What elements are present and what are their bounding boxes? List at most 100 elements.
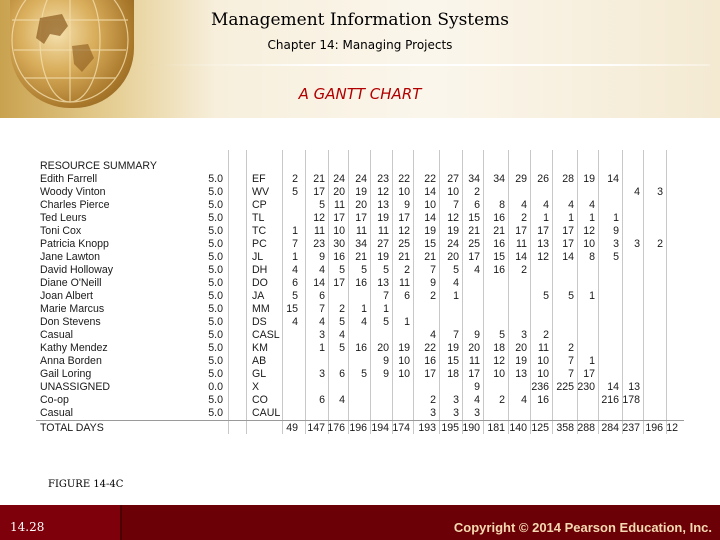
day-value-cell: 14	[515, 251, 527, 263]
day-value-cell: 147	[307, 422, 325, 434]
day-value-cell: 16	[355, 277, 367, 289]
day-value-cell: 21	[355, 251, 367, 263]
resource-code: TC	[252, 225, 267, 237]
day-value-cell: 1	[319, 342, 325, 354]
day-value-cell: 27	[377, 238, 389, 250]
day-value-cell: 2	[657, 238, 663, 250]
page-subtitle: Chapter 14: Managing Projects	[267, 38, 453, 52]
day-value-cell: 16	[333, 251, 345, 263]
day-value-cell: 12	[583, 225, 595, 237]
day-value-cell: 6	[474, 199, 480, 211]
day-value-cell: 5	[383, 316, 389, 328]
day-value-cell: 7	[430, 264, 436, 276]
day-value-cell: 11	[314, 225, 325, 237]
day-value-cell: 2	[292, 173, 298, 185]
day-value-cell: 17	[562, 225, 574, 237]
resource-name: Ted Leurs	[40, 212, 87, 224]
table-grid-line	[598, 150, 599, 434]
resource-hours: 5.0	[208, 407, 223, 419]
day-value-cell: 13	[377, 199, 389, 211]
day-value-cell: 7	[292, 238, 298, 250]
table-row: Patricia Knopp 5.0 PC 7 23 30 34 27 25 15 24 25 16 11…	[40, 238, 690, 251]
day-value-cell: 4	[568, 199, 574, 211]
day-value-cell: 10	[398, 186, 410, 198]
resource-name: Patricia Knopp	[40, 238, 109, 250]
table-row: Gail Loring 5.0 GL 3 6 5 9 10 17 18 17 10 13 10 7 17	[40, 368, 690, 381]
globe-icon	[10, 0, 134, 108]
day-value-cell: 19	[515, 355, 527, 367]
resource-code: X	[252, 381, 260, 393]
day-value-cell: 4	[292, 316, 298, 328]
slide-number: 14.28	[10, 520, 45, 534]
day-value-cell: 2	[499, 394, 505, 406]
day-value-cell: 34	[468, 173, 480, 185]
table-row: Casual 5.0 CASL 3 4 4 7 9 5 3 2	[40, 329, 690, 342]
day-value-cell: 17	[398, 212, 410, 224]
day-value-cell: 15	[468, 212, 480, 224]
day-value-cell: 2	[543, 329, 549, 341]
day-value-cell: 10	[537, 355, 549, 367]
day-value-cell: 1	[404, 316, 410, 328]
day-value-cell: 11	[469, 355, 480, 367]
resource-name: Casual	[40, 329, 73, 341]
day-value-cell: 5	[361, 368, 367, 380]
table-row: Edith Farrell 5.0 EF 2 21 24 24 23 22 22 27 34 34 29 2…	[40, 173, 690, 186]
resource-hours: 5.0	[208, 277, 223, 289]
table-row: Charles Pierce 5.0 CP 5 11 20 13 9 10 7 6 8 4 4 4 4	[40, 199, 690, 212]
resource-code: KM	[252, 342, 268, 354]
day-value-cell: 15	[447, 355, 459, 367]
resource-code: CASL	[252, 329, 280, 341]
day-value-cell: 21	[424, 251, 436, 263]
day-value-cell: 5	[339, 342, 345, 354]
day-value-cell: 125	[531, 422, 549, 434]
table-grid-line	[392, 150, 393, 434]
table-row: Jane Lawton 5.0 JL 1 9 16 21 19 21 21 20 17 15 14 12 14…	[40, 251, 690, 264]
resource-name: TOTAL DAYS	[40, 422, 104, 434]
day-value-cell: 3	[319, 368, 325, 380]
day-value-cell: 4	[543, 199, 549, 211]
day-value-cell: 19	[583, 173, 595, 185]
day-value-cell: 5	[292, 290, 298, 302]
day-value-cell: 2	[430, 290, 436, 302]
day-value-cell: 3	[613, 238, 619, 250]
day-value-cell: 19	[447, 225, 459, 237]
resource-code: DH	[252, 264, 268, 276]
day-value-cell: 17	[424, 368, 436, 380]
day-value-cell: 9	[383, 368, 389, 380]
resource-code: AB	[252, 355, 267, 367]
table-grid-line	[577, 150, 578, 434]
day-value-cell: 14	[562, 251, 574, 263]
table-grid-line	[305, 150, 306, 434]
day-value-cell: 27	[447, 173, 459, 185]
day-value-cell: 29	[515, 173, 527, 185]
day-value-cell: 20	[355, 199, 367, 211]
day-value-cell: 20	[377, 342, 389, 354]
table-row: Co-op 5.0 CO 6 4 2 3 4 2 4 16 216 178	[40, 394, 690, 407]
day-value-cell: 9	[430, 277, 436, 289]
day-value-cell: 288	[577, 422, 595, 434]
total-divider	[36, 420, 684, 421]
day-value-cell: 1	[589, 355, 595, 367]
day-value-cell: 9	[404, 199, 410, 211]
resource-name: Don Stevens	[40, 316, 101, 328]
day-value-cell: 194	[371, 422, 389, 434]
day-value-cell: 24	[355, 173, 367, 185]
day-value-cell: 4	[319, 316, 325, 328]
resource-name: UNASSIGNED	[40, 381, 111, 393]
day-value-cell: 12	[377, 186, 389, 198]
table-grid-line	[552, 150, 553, 434]
resource-name: Charles Pierce	[40, 199, 110, 211]
day-value-cell: 24	[333, 173, 345, 185]
resource-hours: 5.0	[208, 303, 223, 315]
table-row: Kathy Mendez 5.0 KM 1 5 16 20 19 22 19 20 18 20 11 2	[40, 342, 690, 355]
day-value-cell: 14	[607, 173, 619, 185]
day-value-cell: 3	[430, 407, 436, 419]
resource-name: Diane O'Neill	[40, 277, 102, 289]
table-row: Toni Cox 5.0 TC 1 11 10 11 11 12 19 19 21 21 17 17 17 12…	[40, 225, 690, 238]
day-value-cell: 17	[333, 212, 345, 224]
day-value-cell: 26	[537, 173, 549, 185]
table-grid-line	[508, 150, 509, 434]
day-value-cell: 225	[556, 381, 574, 393]
resource-name: Marie Marcus	[40, 303, 105, 315]
day-value-cell: 19	[377, 212, 389, 224]
